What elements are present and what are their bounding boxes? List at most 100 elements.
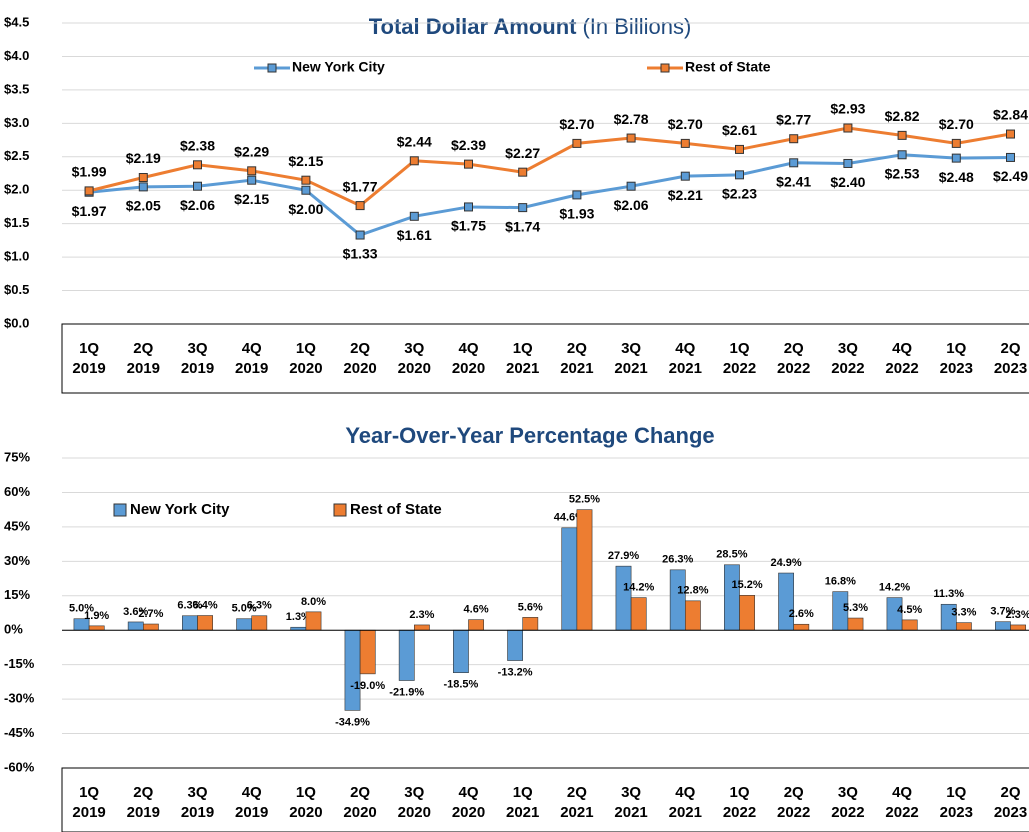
- x-tick-label: 1Q 2020: [289, 340, 322, 377]
- x-tick-label: 4Q 2019: [235, 340, 268, 377]
- data-label: $1.75: [451, 218, 486, 234]
- bar: [561, 527, 578, 631]
- point-marker: [518, 203, 528, 213]
- data-label: $1.99: [72, 164, 107, 180]
- x-tick-label: 3Q 2020: [398, 784, 431, 821]
- bar: [630, 597, 647, 631]
- bar: [197, 615, 213, 631]
- x-tick-year: 2020: [343, 804, 376, 821]
- point-marker: [355, 230, 365, 240]
- bar: [305, 611, 322, 631]
- point-marker: [897, 130, 907, 140]
- data-label: 27.9%: [608, 550, 639, 562]
- x-tick-quarter: 1Q: [946, 784, 966, 801]
- y-tick-label: 45%: [4, 518, 30, 533]
- data-label: -18.5%: [443, 679, 478, 691]
- x-tick-quarter: 1Q: [513, 784, 533, 801]
- x-tick-year: 2019: [72, 360, 105, 377]
- x-tick-year: 2021: [669, 804, 702, 821]
- x-tick-label: 1Q 2019: [72, 340, 105, 377]
- data-label: 2.6%: [789, 608, 814, 620]
- bar: [901, 619, 918, 631]
- x-tick-year: 2020: [398, 804, 431, 821]
- data-label: 4.5%: [897, 604, 922, 616]
- series-line: [88, 126, 1011, 208]
- bar: [739, 595, 755, 631]
- data-label: $2.41: [776, 174, 811, 190]
- x-tick-quarter: 3Q: [838, 340, 858, 357]
- y-tick-label: $0.5: [4, 282, 29, 297]
- y-tick-label: -60%: [4, 759, 35, 774]
- x-tick-label: 4Q 2019: [235, 784, 268, 821]
- x-tick-label: 3Q 2019: [181, 784, 214, 821]
- x-tick-quarter: 1Q: [79, 784, 99, 801]
- legend-marker: [660, 63, 670, 73]
- point-marker: [409, 156, 419, 166]
- bar: [778, 572, 794, 631]
- data-label: 5.0%: [69, 603, 94, 615]
- bar: [359, 629, 376, 675]
- x-tick-year: 2021: [614, 804, 647, 821]
- data-label: 28.5%: [716, 549, 747, 561]
- bar: [669, 569, 686, 631]
- x-tick-quarter: 4Q: [675, 340, 695, 357]
- data-label: $2.23: [722, 186, 757, 202]
- data-label: $2.48: [939, 169, 974, 185]
- point-marker: [789, 134, 799, 144]
- chart-title: Total Dollar Amount (In Billions): [369, 14, 692, 39]
- x-tick-label: 3Q 2021: [614, 784, 647, 821]
- bar: [236, 618, 253, 631]
- point-marker: [247, 175, 257, 185]
- x-tick-label: 3Q 2019: [181, 340, 214, 377]
- legend-label: Rest of State: [350, 501, 442, 518]
- data-label: $2.21: [668, 187, 703, 203]
- x-tick-quarter: 4Q: [892, 340, 912, 357]
- x-tick-year: 2020: [289, 804, 322, 821]
- x-tick-label: 1Q 2022: [723, 340, 756, 377]
- y-tick-label: $3.5: [4, 81, 29, 96]
- x-tick-year: 2021: [614, 360, 647, 377]
- data-label: 14.2%: [879, 582, 910, 594]
- x-tick-year: 2023: [940, 804, 973, 821]
- data-label: $1.61: [397, 227, 432, 243]
- bar: [468, 619, 484, 631]
- x-tick-quarter: 4Q: [242, 784, 262, 801]
- data-label: $1.33: [343, 246, 378, 262]
- y-tick-label: 0%: [4, 622, 23, 637]
- x-tick-year: 2022: [777, 360, 810, 377]
- x-tick-quarter: 4Q: [242, 340, 262, 357]
- data-label: $2.06: [614, 197, 649, 213]
- data-label: $1.74: [505, 218, 540, 234]
- point-marker: [680, 138, 690, 148]
- y-tick-label: $1.5: [4, 215, 29, 230]
- bar: [413, 624, 430, 631]
- series-line: [88, 153, 1011, 237]
- data-label: $2.93: [830, 101, 865, 117]
- data-label: 3.7%: [990, 606, 1015, 618]
- x-tick-label: 2Q 2021: [560, 784, 593, 821]
- x-tick-label: 3Q 2021: [614, 340, 647, 377]
- point-marker: [193, 160, 202, 170]
- x-tick-quarter: 1Q: [946, 340, 966, 357]
- x-tick-label: 2Q 2022: [777, 784, 810, 821]
- data-label: $2.00: [288, 201, 323, 217]
- legend-marker: [113, 503, 127, 517]
- x-tick-label: 1Q 2020: [289, 784, 322, 821]
- x-tick-quarter: 3Q: [187, 784, 207, 801]
- point-marker: [843, 158, 853, 168]
- point-marker: [464, 202, 473, 212]
- point-marker: [301, 175, 311, 185]
- x-tick-year: 2019: [127, 360, 160, 377]
- x-tick-label: 2Q 2020: [343, 784, 376, 821]
- x-tick-label: 1Q 2021: [506, 784, 539, 821]
- x-tick-label: 2Q 2023: [994, 784, 1027, 821]
- x-tick-quarter: 2Q: [133, 340, 153, 357]
- bar: [182, 615, 198, 631]
- data-label: $2.39: [451, 137, 486, 153]
- x-tick-label: 2Q 2022: [777, 340, 810, 377]
- x-tick-label: 4Q 2020: [452, 340, 485, 377]
- x-tick-label: 1Q 2023: [940, 340, 973, 377]
- data-label: -34.9%: [335, 716, 370, 728]
- data-label: 6.3%: [247, 600, 272, 612]
